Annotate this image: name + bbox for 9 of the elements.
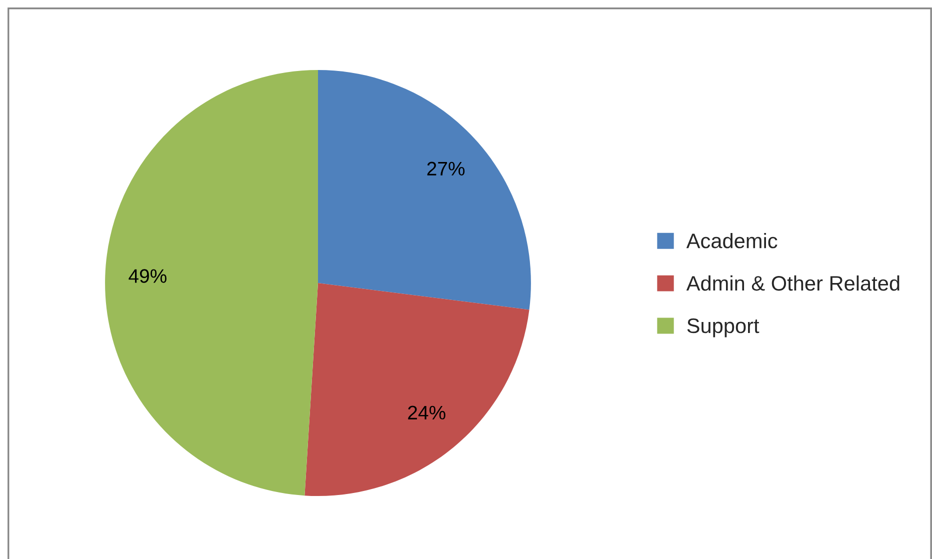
data-label: 24% xyxy=(408,406,446,420)
pie-slice xyxy=(105,70,318,496)
data-label: 27% xyxy=(427,162,465,176)
legend-label: Support xyxy=(687,318,760,338)
pie-slice xyxy=(304,283,530,496)
legend-label: Academic xyxy=(686,232,778,248)
legend-label: Admin & Other Related xyxy=(686,275,900,291)
pie-slice xyxy=(318,70,531,310)
data-label: 49% xyxy=(128,269,166,283)
